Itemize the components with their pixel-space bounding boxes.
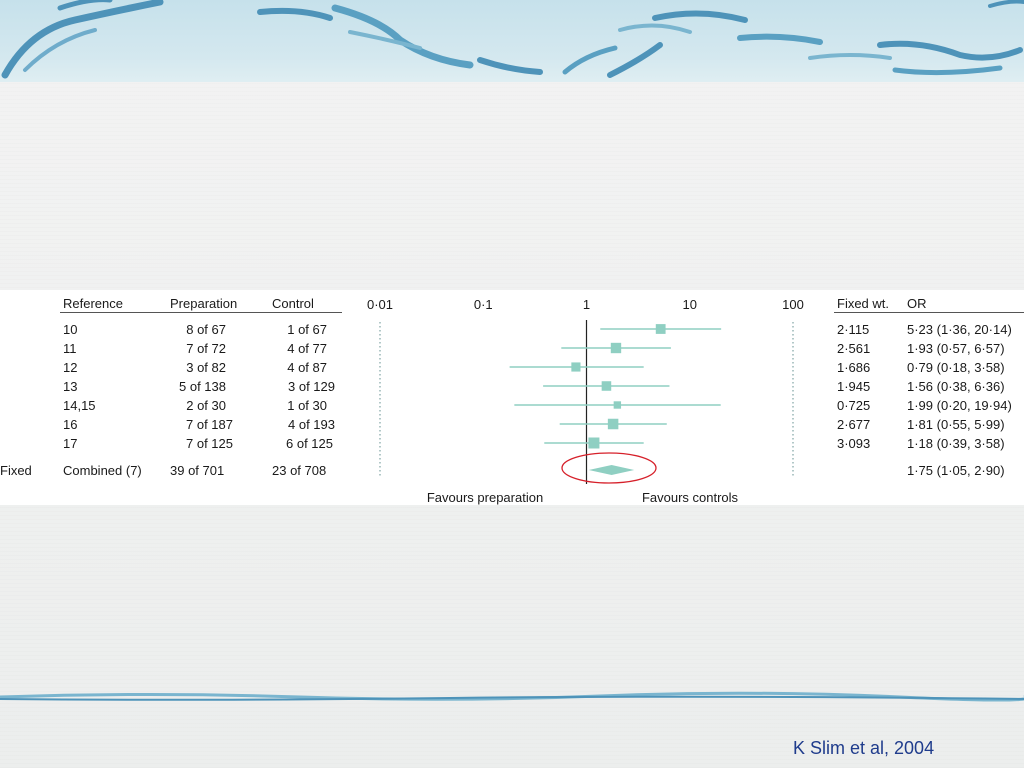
combined-model-label: Fixed — [0, 463, 32, 478]
row-odds-ratio: 0·79 (0·18, 3·58) — [907, 360, 1005, 375]
row-fixed-weight: 1·686 — [837, 360, 871, 375]
row-control: 4 of 193 — [288, 417, 335, 432]
header-rule-left — [60, 312, 342, 313]
row-preparation: 7 of 187 — [186, 417, 233, 432]
row-fixed-weight: 3·093 — [837, 436, 871, 451]
header-reference: Reference — [63, 296, 123, 311]
row-reference: 14,15 — [63, 398, 96, 413]
header-preparation: Preparation — [170, 296, 238, 311]
pooled-effect-diamond — [588, 465, 635, 475]
row-reference: 11 — [63, 341, 77, 356]
row-fixed-weight: 2·677 — [837, 417, 871, 432]
row-preparation: 5 of 138 — [179, 379, 226, 394]
row-reference: 12 — [63, 360, 78, 375]
row-reference: 10 — [63, 322, 78, 337]
row-odds-ratio: 1·81 (0·55, 5·99) — [907, 417, 1005, 432]
study-effect-marker — [571, 362, 581, 372]
row-control: 3 of 129 — [288, 379, 335, 394]
row-reference: 17 — [63, 436, 78, 451]
highlight-circle — [561, 452, 657, 484]
row-preparation: 7 of 125 — [186, 436, 233, 451]
row-preparation: 3 of 82 — [186, 360, 226, 375]
row-fixed-weight: 2·561 — [837, 341, 871, 356]
row-odds-ratio: 5·23 (1·36, 20·14) — [907, 322, 1012, 337]
combined-preparation: 39 of 701 — [170, 463, 225, 478]
row-odds-ratio: 1·18 (0·39, 3·58) — [907, 436, 1005, 451]
axis-tick-label: 100 — [782, 297, 804, 312]
row-control: 4 of 87 — [287, 360, 327, 375]
row-odds-ratio: 1·56 (0·38, 6·36) — [907, 379, 1005, 394]
axis-tick-label: 1 — [583, 297, 590, 312]
row-control: 1 of 30 — [287, 398, 327, 413]
header-fixed-weight: Fixed wt. — [837, 296, 890, 311]
citation-credit: K Slim et al, 2004 — [793, 738, 935, 758]
study-effect-marker — [610, 342, 622, 354]
combined-reference: Combined (7) — [63, 463, 142, 478]
row-control: 6 of 125 — [286, 436, 333, 451]
study-effect-marker — [613, 401, 622, 409]
study-effect-marker — [588, 437, 600, 449]
row-odds-ratio: 1·99 (0·20, 19·94) — [907, 398, 1012, 413]
row-preparation: 7 of 72 — [186, 341, 226, 356]
forest-plot-chart: 0·01 0·1 1 10 100 Favours preparation Favours … — [367, 297, 804, 505]
row-reference: 13 — [63, 379, 78, 394]
row-control: 4 of 77 — [287, 341, 327, 356]
row-fixed-weight: 1·945 — [837, 379, 871, 394]
row-fixed-weight: 2·115 — [837, 322, 870, 337]
bottom-decorative-line — [0, 691, 1024, 702]
header-rule-right — [834, 312, 1024, 313]
favours-preparation-label: Favours preparation — [427, 490, 543, 505]
header-control: Control — [272, 296, 314, 311]
favours-controls-label: Favours controls — [642, 490, 739, 505]
study-effect-marker — [601, 381, 612, 391]
row-fixed-weight: 0·725 — [837, 398, 871, 413]
combined-odds-ratio: 1·75 (1·05, 2·90) — [907, 463, 1005, 478]
axis-tick-label: 10 — [683, 297, 697, 312]
row-reference: 16 — [63, 417, 78, 432]
row-preparation: 8 of 67 — [186, 322, 226, 337]
row-odds-ratio: 1·93 (0·57, 6·57) — [907, 341, 1005, 356]
top-decorative-band — [0, 0, 1024, 82]
row-preparation: 2 of 30 — [186, 398, 226, 413]
axis-tick-label: 0·1 — [474, 297, 493, 312]
study-effect-marker — [655, 324, 666, 334]
row-control: 1 of 67 — [287, 322, 327, 337]
forest-plot-panel: Reference Preparation Control Fixed wt. … — [0, 290, 1024, 505]
combined-control: 23 of 708 — [272, 463, 327, 478]
study-effect-marker — [607, 418, 619, 430]
axis-tick-label: 0·01 — [367, 297, 393, 312]
header-odds-ratio: OR — [907, 296, 927, 311]
brush-strokes-decoration — [1, 0, 1024, 79]
